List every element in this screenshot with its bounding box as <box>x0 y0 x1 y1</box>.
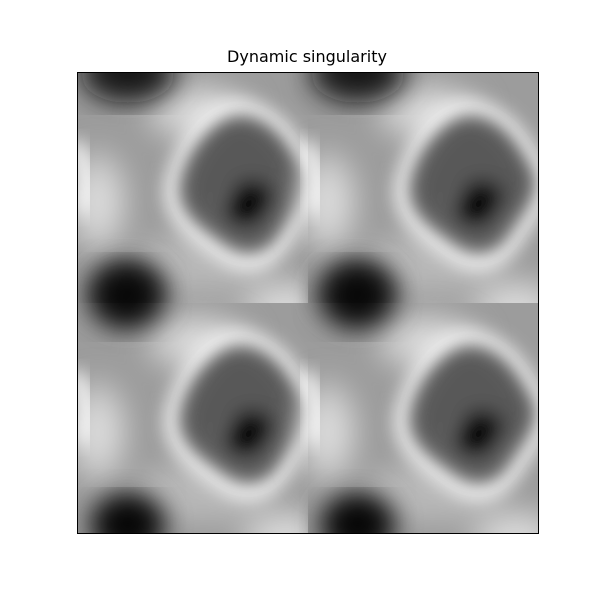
plot-area <box>77 72 539 534</box>
plot-title: Dynamic singularity <box>227 47 387 66</box>
singularity-field-image <box>78 73 538 533</box>
